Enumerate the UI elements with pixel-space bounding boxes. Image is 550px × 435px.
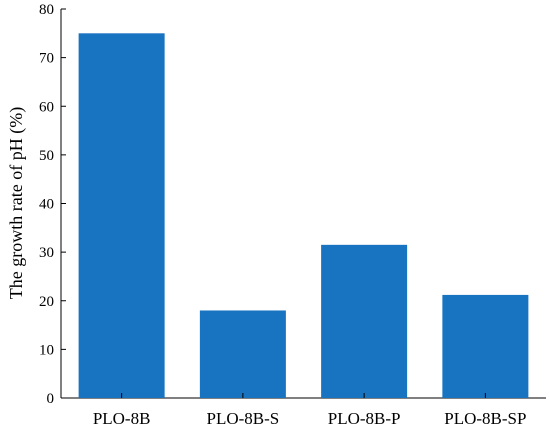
x-tick-labels: PLO-8B PLO-8B-S PLO-8B-P PLO-8B-SP <box>93 393 526 428</box>
bars <box>78 33 529 398</box>
y-axis-title: The growth rate of pH (%) <box>6 107 27 299</box>
y-tick-label: 30 <box>39 245 54 261</box>
y-tick-label: 20 <box>39 294 54 310</box>
x-tick-label: PLO-8B-P <box>328 409 401 428</box>
y-tick-label: 70 <box>39 51 54 67</box>
y-ticks: 0 10 20 30 40 50 60 70 80 <box>39 2 66 407</box>
y-tick-label: 0 <box>47 391 55 407</box>
x-tick-label: PLO-8B-S <box>207 409 280 428</box>
bar-plo-8b-p <box>321 244 408 398</box>
y-tick-label: 10 <box>39 342 54 358</box>
x-tick-label: PLO-8B <box>93 409 151 428</box>
bar-plo-8b <box>78 33 165 398</box>
x-tick-label: PLO-8B-SP <box>444 409 526 428</box>
y-tick-label: 80 <box>39 2 54 18</box>
bar-plo-8b-sp <box>442 294 529 398</box>
y-tick-label: 50 <box>39 148 54 164</box>
y-tick-label: 40 <box>39 197 54 213</box>
bar-plo-8b-s <box>199 310 286 398</box>
y-tick-label: 60 <box>39 99 54 115</box>
